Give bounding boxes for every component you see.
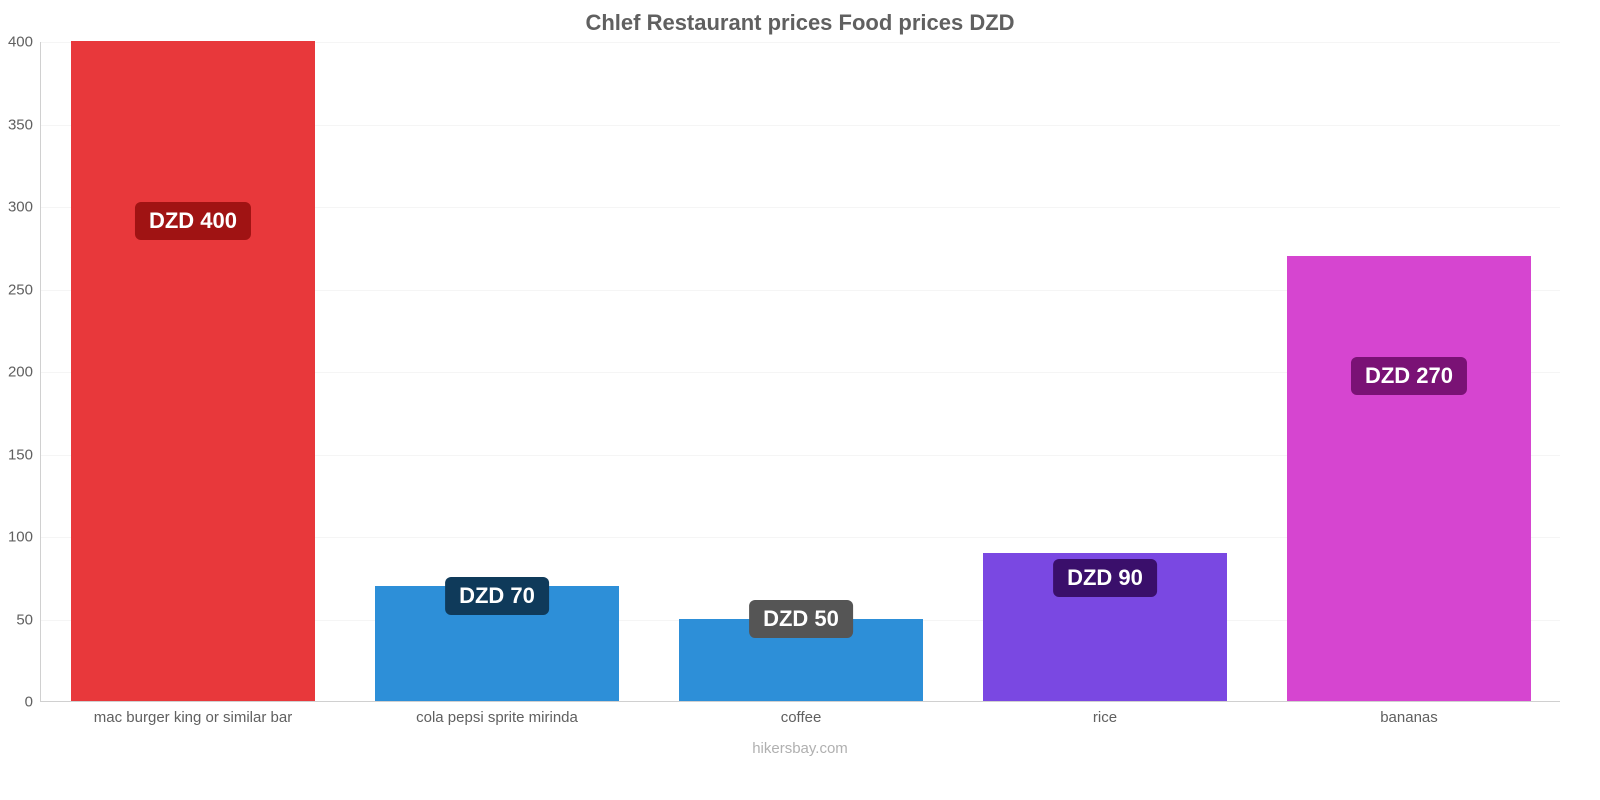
y-tick-label: 350 (8, 116, 33, 133)
value-label: DZD 70 (445, 577, 549, 615)
value-label: DZD 50 (749, 600, 853, 638)
value-label: DZD 90 (1053, 559, 1157, 597)
y-tick-label: 0 (25, 694, 33, 711)
x-tick-label: cola pepsi sprite mirinda (416, 709, 578, 726)
plot-area: 050100150200250300350400DZD 400mac burge… (40, 42, 1560, 702)
y-tick-label: 200 (8, 364, 33, 381)
y-tick-label: 150 (8, 446, 33, 463)
x-tick-label: mac burger king or similar bar (94, 709, 292, 726)
y-tick-label: 100 (8, 529, 33, 546)
value-label: DZD 270 (1351, 357, 1467, 395)
y-tick-label: 300 (8, 199, 33, 216)
y-tick-label: 50 (16, 611, 33, 628)
chart-container: Chlef Restaurant prices Food prices DZD … (40, 10, 1560, 770)
x-tick-label: rice (1093, 709, 1117, 726)
bar (1287, 256, 1530, 702)
value-label: DZD 400 (135, 202, 251, 240)
x-tick-label: bananas (1380, 709, 1438, 726)
credit-text: hikersbay.com (40, 740, 1560, 757)
x-tick-label: coffee (781, 709, 822, 726)
y-tick-label: 250 (8, 281, 33, 298)
y-tick-label: 400 (8, 34, 33, 51)
bar (71, 41, 314, 701)
chart-title: Chlef Restaurant prices Food prices DZD (40, 10, 1560, 36)
